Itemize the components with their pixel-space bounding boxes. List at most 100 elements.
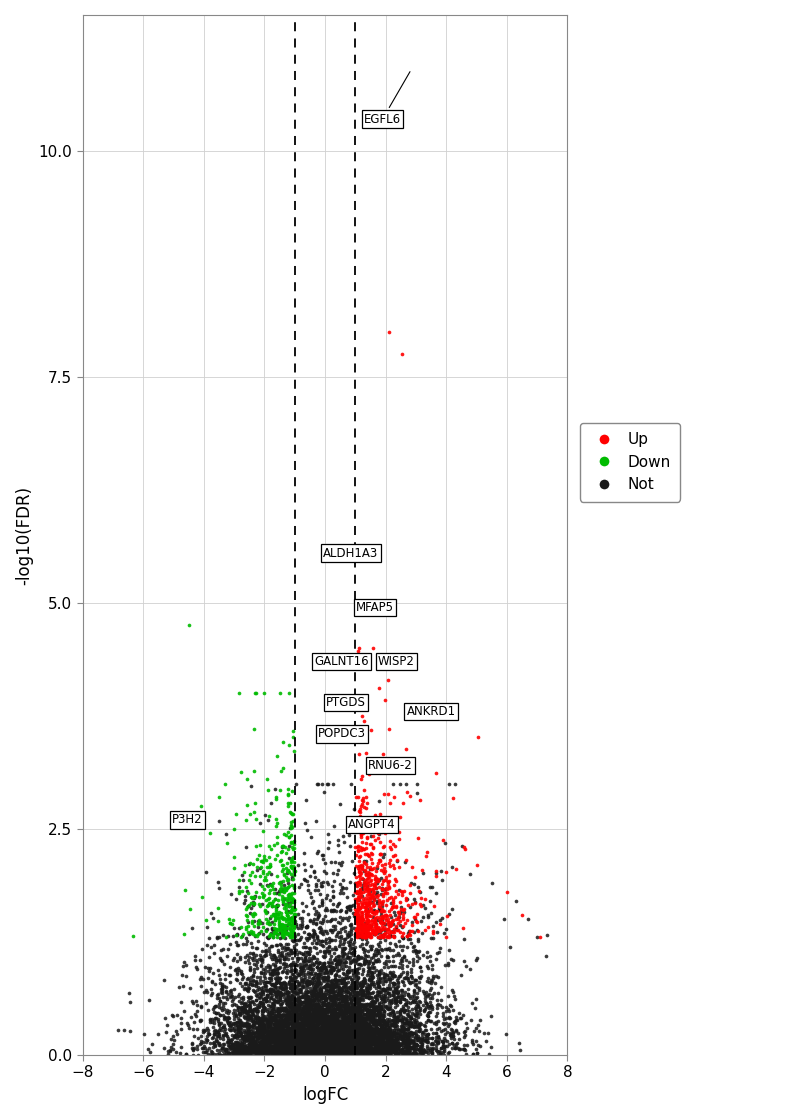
Point: [391, 1036, 404, 1054]
Point: [330, 1019, 343, 1037]
Point: [340, 1033, 353, 1051]
Point: [297, 922, 310, 940]
Point: [373, 1006, 386, 1024]
Point: [335, 1016, 348, 1034]
Point: [393, 824, 406, 841]
Point: [330, 952, 343, 970]
Point: [263, 909, 276, 927]
Point: [329, 1009, 342, 1027]
Point: [378, 953, 391, 971]
Point: [362, 846, 374, 864]
Point: [346, 1019, 359, 1037]
Point: [214, 974, 226, 991]
Point: [279, 1036, 292, 1054]
Point: [245, 924, 258, 942]
Point: [269, 1010, 282, 1028]
Point: [367, 920, 380, 938]
Point: [404, 1045, 417, 1063]
Point: [293, 1038, 306, 1056]
Point: [279, 911, 292, 929]
Point: [322, 1014, 334, 1032]
Point: [243, 989, 256, 1007]
Point: [367, 1015, 380, 1033]
Point: [275, 1028, 288, 1046]
Point: [345, 993, 358, 1010]
Point: [290, 1024, 303, 1042]
Point: [363, 1035, 376, 1053]
Point: [248, 999, 261, 1017]
Point: [383, 997, 396, 1015]
Point: [295, 1035, 308, 1053]
Point: [335, 1029, 348, 1047]
Point: [247, 956, 260, 974]
Point: [298, 1021, 311, 1038]
Point: [409, 893, 422, 911]
Point: [326, 979, 338, 997]
Point: [389, 979, 402, 997]
Point: [273, 903, 286, 921]
Point: [314, 1012, 326, 1029]
Point: [418, 985, 430, 1003]
Point: [269, 1023, 282, 1041]
Point: [268, 1027, 281, 1045]
Point: [470, 951, 482, 969]
Point: [266, 1021, 278, 1038]
Point: [409, 991, 422, 1009]
Point: [307, 982, 320, 1000]
Point: [264, 1042, 277, 1060]
Point: [312, 1027, 325, 1045]
Point: [213, 1014, 226, 1032]
Point: [284, 1037, 297, 1055]
Point: [354, 919, 367, 937]
Point: [351, 1035, 364, 1053]
Point: [320, 1005, 333, 1023]
Point: [302, 1009, 314, 1027]
Point: [371, 1019, 384, 1037]
Point: [351, 1036, 364, 1054]
Point: [264, 1036, 277, 1054]
Point: [229, 1045, 242, 1063]
Point: [338, 1010, 351, 1028]
Point: [334, 1007, 347, 1025]
Point: [284, 956, 297, 974]
Point: [344, 1013, 357, 1031]
Point: [227, 1036, 240, 1054]
Point: [382, 913, 395, 931]
Point: [386, 977, 399, 995]
Point: [276, 974, 289, 991]
Point: [349, 1022, 362, 1040]
Point: [366, 1045, 378, 1063]
Point: [250, 981, 263, 999]
Point: [322, 965, 334, 982]
Point: [313, 963, 326, 981]
Point: [415, 1033, 428, 1051]
Point: [338, 977, 350, 995]
Point: [264, 1043, 277, 1061]
Point: [322, 981, 335, 999]
Point: [362, 955, 375, 972]
Point: [353, 996, 366, 1014]
Point: [268, 1022, 281, 1040]
Point: [282, 1038, 295, 1056]
Point: [281, 1038, 294, 1056]
Point: [306, 1045, 318, 1063]
Point: [338, 998, 351, 1016]
Point: [282, 1002, 294, 1019]
Point: [353, 1031, 366, 1049]
Point: [242, 1045, 254, 1063]
Point: [314, 985, 326, 1003]
Point: [298, 1037, 310, 1055]
Point: [454, 1009, 467, 1027]
Point: [251, 1010, 264, 1028]
Point: [417, 1029, 430, 1047]
Point: [358, 1038, 371, 1056]
Point: [430, 1043, 443, 1061]
Point: [405, 1017, 418, 1035]
Point: [371, 990, 384, 1008]
Point: [354, 887, 367, 905]
Point: [362, 903, 375, 921]
Point: [312, 1013, 325, 1031]
Point: [186, 920, 199, 938]
Point: [275, 908, 288, 925]
Point: [356, 857, 369, 875]
